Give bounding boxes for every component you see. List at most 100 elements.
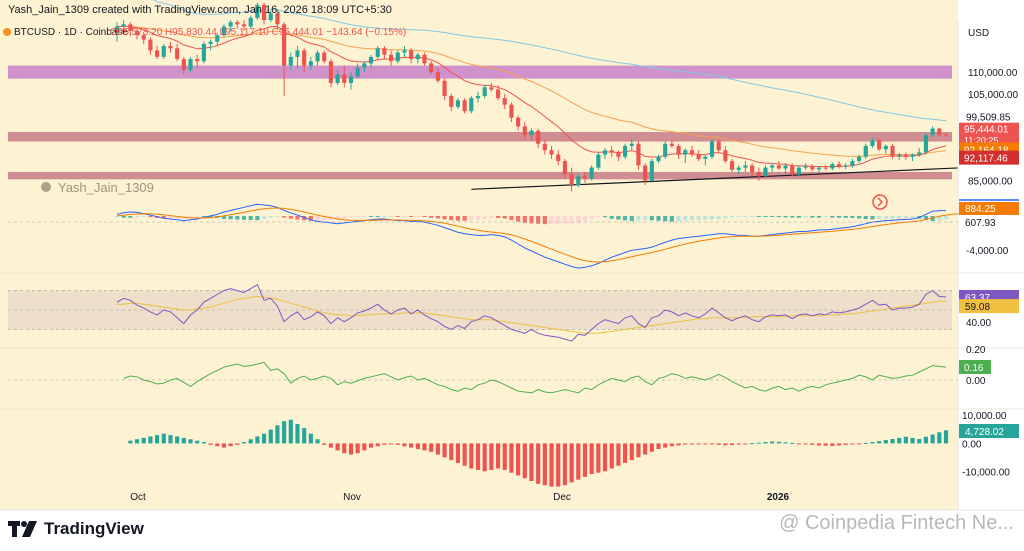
macd-histogram-bar xyxy=(201,216,206,217)
oscillator-layer xyxy=(8,361,958,394)
candle-body xyxy=(790,165,795,175)
candle-body xyxy=(415,54,420,60)
momentum-bar xyxy=(736,443,741,445)
momentum-bar xyxy=(475,443,481,470)
candle-body xyxy=(897,154,902,157)
macd-histogram-bar xyxy=(790,216,795,218)
symbol-label[interactable]: BTCUSD · 1D · Coinbase xyxy=(14,27,128,38)
macd-histogram-bar xyxy=(823,216,828,218)
momentum-bar xyxy=(201,442,206,444)
momentum-bar xyxy=(923,436,929,444)
ohlc-readout: O95,578.20 H95,830.44 L95,117.10 C95,444… xyxy=(110,27,406,38)
macd-histogram-bar xyxy=(241,216,247,220)
macd-histogram-bar xyxy=(161,216,166,219)
momentum-bar xyxy=(181,437,186,444)
macd-histogram-bar xyxy=(536,216,541,224)
candle-body xyxy=(716,141,721,151)
candle-body xyxy=(275,13,280,25)
momentum-bar xyxy=(422,443,427,451)
macd-histogram-bar xyxy=(348,216,354,218)
candle-body xyxy=(609,150,614,153)
macd-histogram-bar xyxy=(382,216,387,217)
time-axis-label: Nov xyxy=(343,492,361,503)
candle-body xyxy=(435,72,440,81)
momentum-bar xyxy=(576,443,581,480)
macd-histogram-bar xyxy=(750,216,755,217)
candle-body xyxy=(943,134,949,136)
candle-body xyxy=(315,52,320,62)
macd-histogram-bar xyxy=(395,216,400,217)
rsi-line xyxy=(116,283,947,342)
candle-body xyxy=(683,150,688,155)
candle-body xyxy=(649,161,654,181)
price-label-text: 92,117.46 xyxy=(964,154,1008,165)
oscillator-tick-label: 0.00 xyxy=(966,376,986,387)
candle-body xyxy=(569,174,574,185)
price-tick-label: 105,000.00 xyxy=(968,90,1018,101)
macd-histogram-bar xyxy=(602,216,608,218)
macd-histogram-bar xyxy=(796,216,801,218)
momentum-bar xyxy=(830,443,835,446)
macd-histogram-bar xyxy=(315,216,320,221)
momentum-bar xyxy=(208,443,213,445)
macd-histogram-bar xyxy=(770,216,775,217)
grid-layer xyxy=(0,272,1024,410)
countdown-label: 11:20:25 xyxy=(964,136,998,146)
macd-histogram-bar xyxy=(261,216,267,219)
candle-body xyxy=(422,54,427,64)
candle-body xyxy=(816,167,822,170)
time-axis-label: 2026 xyxy=(767,492,790,503)
candle-body xyxy=(883,145,888,150)
momentum-bar xyxy=(877,441,882,444)
currency-label[interactable]: USD xyxy=(968,28,989,39)
momentum-bar xyxy=(342,443,347,454)
momentum-bar xyxy=(502,443,507,470)
momentum-bar xyxy=(937,432,942,444)
momentum-bar xyxy=(389,443,394,445)
alert-icon[interactable] xyxy=(872,194,888,210)
momentum-bar xyxy=(843,443,848,445)
candle-body xyxy=(623,145,628,157)
momentum-bar xyxy=(355,443,360,454)
momentum-bar xyxy=(495,443,501,469)
candle-body xyxy=(308,61,313,66)
candle-body xyxy=(449,95,454,107)
macd-histogram-bar xyxy=(482,216,487,220)
momentum-bar xyxy=(582,443,588,477)
candle-body xyxy=(181,59,186,70)
candle-body xyxy=(188,59,193,70)
macd-histogram-bar xyxy=(883,216,888,220)
momentum-bar xyxy=(636,443,641,458)
price-tick-label: 85,000.00 xyxy=(968,177,1013,188)
momentum-bar xyxy=(335,443,340,451)
momentum-bar xyxy=(649,443,654,452)
macd-histogram-bar xyxy=(175,216,180,219)
momentum-bar xyxy=(435,443,440,455)
macd-histogram-bar xyxy=(475,216,481,220)
macd-histogram-bar xyxy=(729,216,735,218)
momentum-bar xyxy=(489,443,494,470)
macd-histogram-bar xyxy=(148,216,153,218)
tradingview-logo[interactable]: TradingView xyxy=(8,518,144,540)
momentum-bar xyxy=(536,443,541,484)
momentum-bar xyxy=(696,443,701,445)
macd-histogram-bar xyxy=(495,216,501,219)
momentum-bar xyxy=(703,443,708,445)
momentum-bar xyxy=(569,443,574,483)
momentum-bar xyxy=(302,428,307,444)
candle-body xyxy=(689,150,695,155)
candle-body xyxy=(335,74,340,83)
momentum-bar xyxy=(509,443,514,473)
candle-body xyxy=(368,56,374,64)
watermark-avatar-icon xyxy=(41,182,51,192)
candle-body xyxy=(656,156,661,162)
momentum-bar xyxy=(148,436,153,444)
candle-body xyxy=(148,39,153,51)
candle-body xyxy=(602,150,608,155)
macd-histogram-bar xyxy=(663,216,668,222)
macd-histogram-bar xyxy=(516,216,521,222)
momentum-bar xyxy=(643,443,648,455)
momentum-bar xyxy=(836,443,842,446)
macd-histogram-bar xyxy=(923,216,929,220)
